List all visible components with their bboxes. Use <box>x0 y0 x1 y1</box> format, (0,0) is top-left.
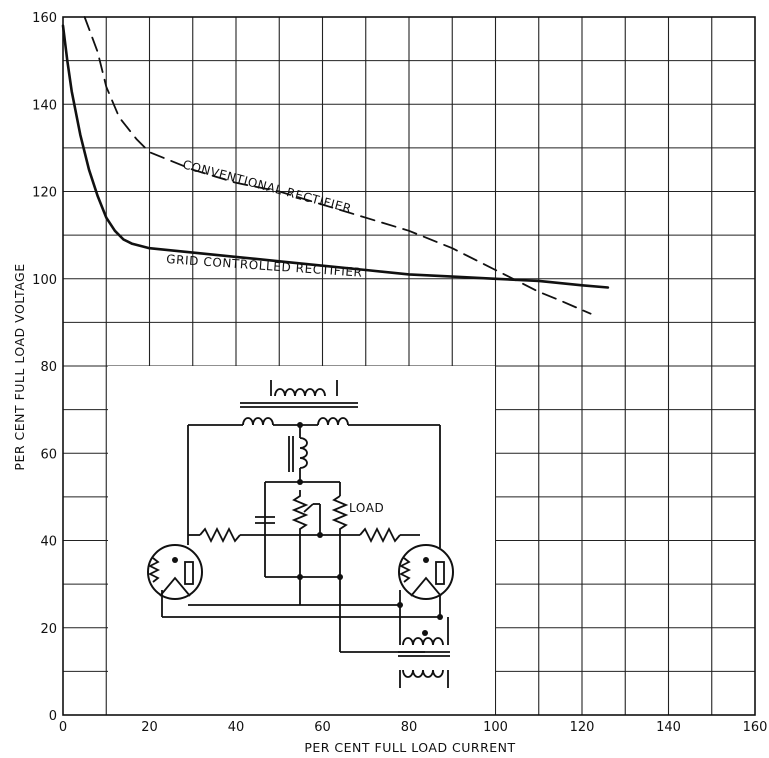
input-transformer-icon <box>188 380 440 426</box>
y-tick-label: 20 <box>40 622 57 637</box>
grid-controlled-rectifier-label: GRID CONTROLLED RECTIFIER <box>166 252 363 280</box>
y-tick-label: 60 <box>40 447 57 462</box>
x-tick-label: 20 <box>141 720 158 735</box>
x-tick-label: 80 <box>401 720 418 735</box>
right-thyratron-tube-icon <box>398 425 454 640</box>
y-tick-label: 120 <box>32 186 57 201</box>
y-tick-label: 160 <box>32 11 57 26</box>
x-axis-label: PER CENT FULL LOAD CURRENT <box>304 740 515 755</box>
plot-frame <box>62 16 756 716</box>
x-tick-labels: 0 20 40 60 80 100 120 140 160 <box>59 720 768 735</box>
grid-transformer-icon <box>340 617 450 688</box>
x-tick-label: 160 <box>743 720 768 735</box>
grid-controlled-rectifier-curve <box>61 24 610 289</box>
schematic-background <box>108 366 495 716</box>
y-tick-label: 140 <box>32 98 57 113</box>
left-tube-cathode-dot <box>172 557 178 563</box>
y-tick-label: 100 <box>32 273 57 288</box>
y-tick-label: 40 <box>40 535 57 550</box>
load-label: LOAD <box>349 501 384 515</box>
conventional-rectifier-curve <box>83 16 592 315</box>
x-tick-label: 40 <box>228 720 245 735</box>
x-tick-label: 120 <box>570 720 595 735</box>
circuit-schematic: LOAD <box>108 366 495 716</box>
grid-resistor-network <box>188 526 420 544</box>
x-tick-label: 100 <box>483 720 508 735</box>
x-tick-label: 0 <box>59 720 67 735</box>
right-tube-cathode-dot <box>423 557 429 563</box>
left-thyratron-tube-icon <box>147 425 440 618</box>
y-tick-label: 80 <box>40 360 57 375</box>
y-tick-label: 0 <box>49 709 57 724</box>
junction-dots <box>297 422 443 636</box>
conventional-rectifier-label: CONVENTIONAL RECTIFIER <box>181 157 353 216</box>
data-series <box>61 16 610 315</box>
x-tick-label: 60 <box>314 720 331 735</box>
y-tick-labels: 0 20 40 60 80 100 120 140 160 <box>32 11 57 724</box>
y-axis-label: PER CENT FULL LOAD VOLTAGE <box>12 263 27 470</box>
x-tick-label: 140 <box>656 720 681 735</box>
